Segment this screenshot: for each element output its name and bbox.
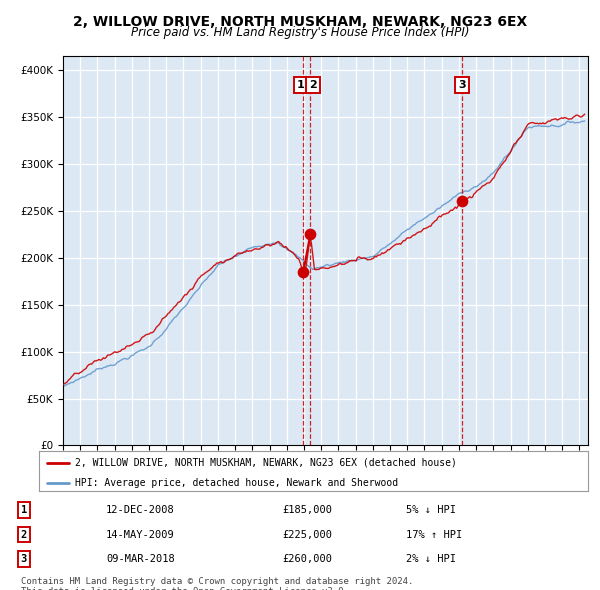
Text: £260,000: £260,000 bbox=[283, 553, 332, 563]
Text: 1: 1 bbox=[297, 80, 305, 90]
Text: 1: 1 bbox=[20, 506, 27, 516]
Text: 14-MAY-2009: 14-MAY-2009 bbox=[106, 530, 175, 539]
Text: HPI: Average price, detached house, Newark and Sherwood: HPI: Average price, detached house, Newa… bbox=[74, 478, 398, 488]
Text: Contains HM Land Registry data © Crown copyright and database right 2024.
This d: Contains HM Land Registry data © Crown c… bbox=[21, 577, 413, 590]
Text: £185,000: £185,000 bbox=[283, 506, 332, 516]
Text: 2: 2 bbox=[309, 80, 317, 90]
Text: 2: 2 bbox=[20, 530, 27, 539]
Point bbox=[305, 230, 315, 239]
Text: 17% ↑ HPI: 17% ↑ HPI bbox=[406, 530, 462, 539]
Text: 3: 3 bbox=[20, 553, 27, 563]
Text: 5% ↓ HPI: 5% ↓ HPI bbox=[406, 506, 456, 516]
Text: 2, WILLOW DRIVE, NORTH MUSKHAM, NEWARK, NG23 6EX (detached house): 2, WILLOW DRIVE, NORTH MUSKHAM, NEWARK, … bbox=[74, 458, 457, 468]
Text: £225,000: £225,000 bbox=[283, 530, 332, 539]
Text: 09-MAR-2018: 09-MAR-2018 bbox=[106, 553, 175, 563]
Text: 2, WILLOW DRIVE, NORTH MUSKHAM, NEWARK, NG23 6EX: 2, WILLOW DRIVE, NORTH MUSKHAM, NEWARK, … bbox=[73, 15, 527, 29]
Point bbox=[298, 267, 308, 277]
Text: Price paid vs. HM Land Registry's House Price Index (HPI): Price paid vs. HM Land Registry's House … bbox=[131, 26, 469, 39]
Point bbox=[457, 197, 467, 206]
Text: 12-DEC-2008: 12-DEC-2008 bbox=[106, 506, 175, 516]
Text: 2% ↓ HPI: 2% ↓ HPI bbox=[406, 553, 456, 563]
Text: 3: 3 bbox=[458, 80, 466, 90]
